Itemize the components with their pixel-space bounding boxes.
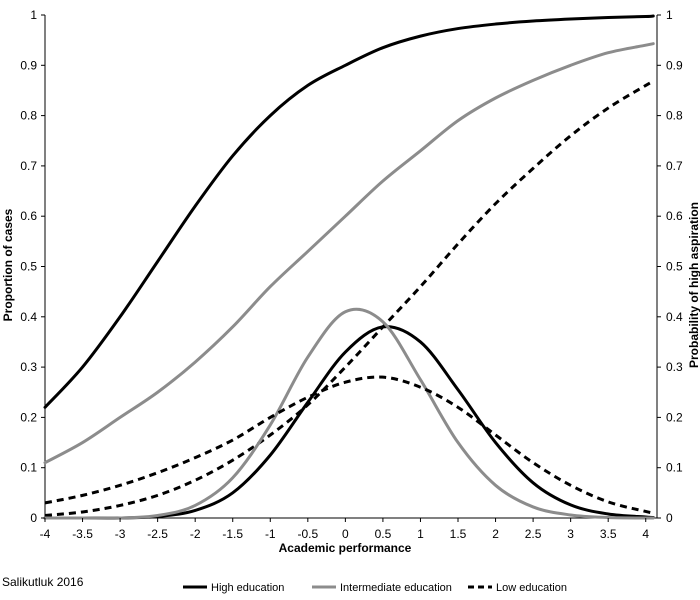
x-tick-label: 2.5: [525, 527, 542, 541]
x-tick-label: -1: [265, 527, 276, 541]
y-tick-label-left: 0.6: [20, 209, 37, 223]
legend-label: Low education: [496, 582, 567, 594]
x-tick-label: 1: [417, 527, 424, 541]
x-tick-label: -1.5: [222, 527, 243, 541]
legend: High education Intermediate education Low …: [183, 582, 567, 594]
y-tick-label-right: 0.6: [666, 209, 683, 223]
y-tick-label-left: 0.8: [20, 109, 37, 123]
y-tick-label-right: 0: [666, 511, 673, 525]
y-axis-title-left: Proportion of cases: [1, 208, 15, 321]
y-axis-title-right: Probability of high aspiration: [687, 202, 700, 368]
x-tick-label: 3: [567, 527, 574, 541]
y-tick-label-right: 0.7: [666, 159, 683, 173]
y-tick-label-right: 0.4: [666, 310, 683, 324]
y-tick-label-right: 0.1: [666, 461, 683, 475]
x-tick-label: -3: [115, 527, 126, 541]
y-tick-label-left: 0.9: [20, 58, 37, 72]
y-tick-label-right: 0.9: [666, 58, 683, 72]
y-tick-label-right: 0.2: [666, 410, 683, 424]
y-tick-label-right: 0.3: [666, 360, 683, 374]
x-tick-label: 3.5: [600, 527, 617, 541]
y-tick-label-left: 0.5: [20, 260, 37, 274]
x-tick-label: 0: [342, 527, 349, 541]
y-tick-label-left: 0.4: [20, 310, 37, 324]
series-line-intermediate-education-probability: [43, 42, 655, 465]
y-tick-label-left: 0.3: [20, 360, 37, 374]
y-tick-label-left: 0.1: [20, 461, 37, 475]
y-tick-label-right: 0.8: [666, 109, 683, 123]
series-line-intermediate-education-distribution: [43, 307, 655, 520]
ticks: -4 -3.5 -3 -2.5 -2 -1.5 -1 -0.5 0 0.5 1 1.5 2 2.5 3 3.5…: [20, 8, 683, 541]
series-line-high-education-distribution: [43, 325, 655, 520]
y-tick-label-left: 0.7: [20, 159, 37, 173]
x-tick-label: 1.5: [450, 527, 467, 541]
y-tick-label-left: 1: [30, 8, 37, 22]
source-note: Salikutluk 2016: [2, 575, 84, 589]
y-tick-label-right: 1: [666, 8, 673, 22]
x-tick-label: 2: [492, 527, 499, 541]
legend-label: High education: [211, 582, 284, 594]
series-line-high-education-probability: [43, 14, 655, 409]
x-tick-label: -2: [190, 527, 201, 541]
x-tick-label: -3.5: [72, 527, 93, 541]
legend-label: Intermediate education: [340, 582, 452, 594]
series-line-low-education-probability: [44, 80, 654, 517]
series-line-low-education-distribution: [44, 375, 654, 515]
y-tick-label-left: 0: [30, 511, 37, 525]
x-axis-title: Academic performance: [279, 541, 412, 555]
x-tick-label: -4: [40, 527, 51, 541]
series-group: [43, 14, 655, 520]
x-tick-label: -0.5: [297, 527, 318, 541]
x-tick-label: 0.5: [375, 527, 392, 541]
y-tick-label-right: 0.5: [666, 260, 683, 274]
y-tick-label-left: 0.2: [20, 410, 37, 424]
axes: [44, 15, 658, 519]
x-tick-label: 4: [642, 527, 649, 541]
x-tick-label: -2.5: [147, 527, 168, 541]
